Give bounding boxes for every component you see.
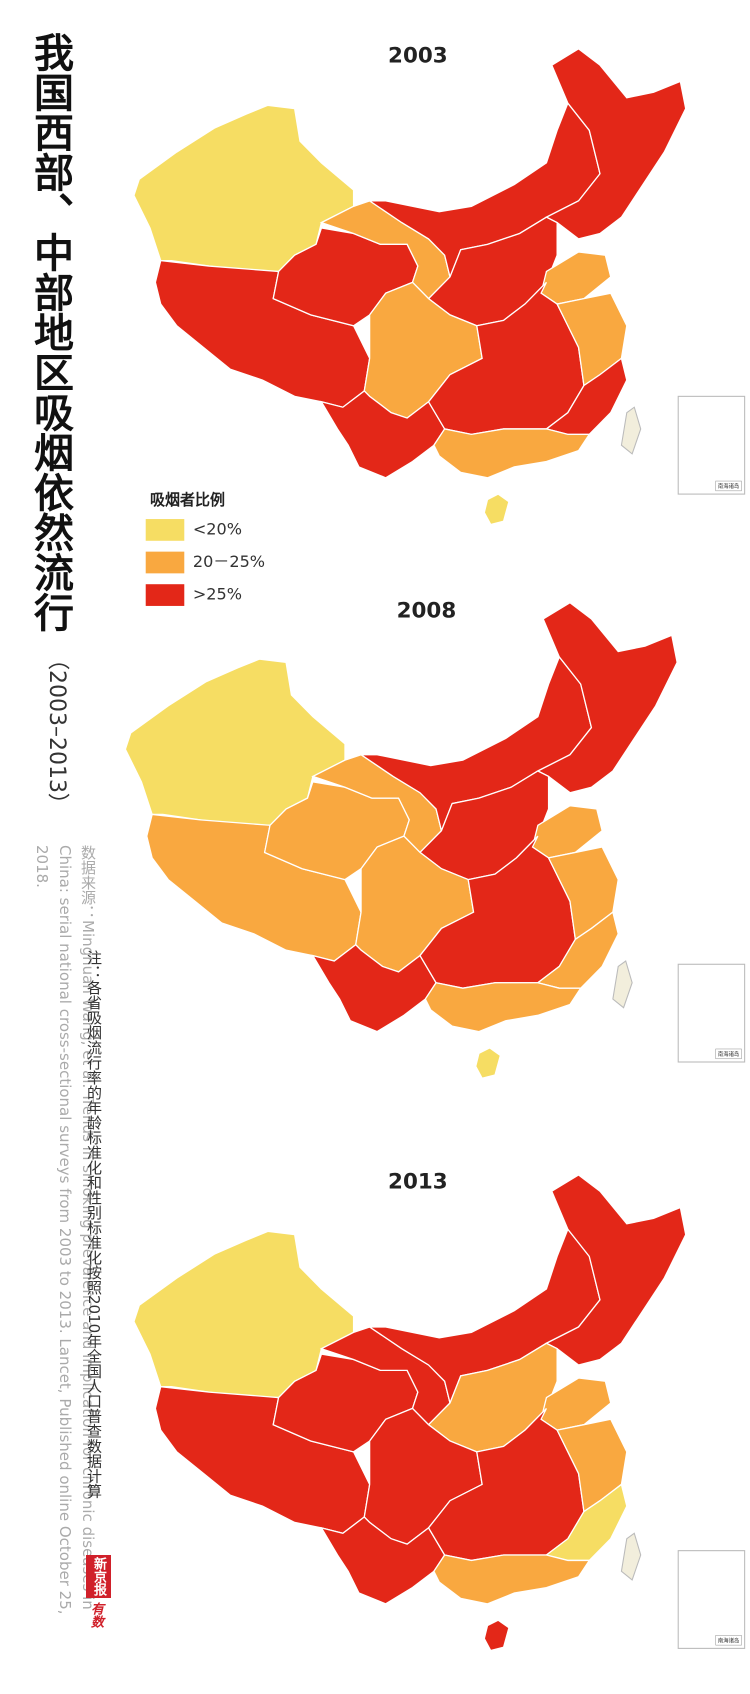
legend-swatch bbox=[145, 584, 185, 606]
province bbox=[544, 48, 687, 240]
source: 数据来源：Minghuan Wang, et al. Trends in smo… bbox=[33, 845, 97, 1615]
province bbox=[544, 1483, 628, 1562]
inset-label-box bbox=[715, 480, 742, 492]
note: 注：各省吸烟流行率的年龄标准化和性别标准化按照2010年全国人口普查数据计算 bbox=[85, 950, 103, 1499]
province bbox=[536, 911, 619, 989]
title: 我国西部、中部地区吸烟依然流行 bbox=[27, 32, 73, 632]
province bbox=[544, 357, 628, 436]
legend-swatch bbox=[145, 519, 185, 541]
logo-product: 有数 bbox=[88, 1602, 103, 1628]
inset-label: 南海诸岛 bbox=[718, 1050, 739, 1058]
china-map bbox=[133, 1174, 687, 1652]
inset-label: 南海诸岛 bbox=[718, 1636, 739, 1644]
legend-label: >25% bbox=[193, 585, 242, 604]
map-year: 2003 bbox=[388, 43, 448, 68]
inset-label-box bbox=[715, 1048, 742, 1060]
logo: 新京报 有数 bbox=[86, 1555, 111, 1628]
taiwan bbox=[612, 960, 633, 1009]
logo-brand: 新京报 bbox=[86, 1555, 111, 1598]
inset bbox=[677, 963, 746, 1063]
province bbox=[475, 1047, 502, 1080]
inset bbox=[677, 1550, 746, 1649]
inset-label-box bbox=[715, 1635, 742, 1646]
province bbox=[483, 1619, 510, 1652]
province bbox=[433, 1554, 591, 1605]
taiwan bbox=[620, 406, 642, 455]
province bbox=[536, 601, 678, 794]
legend-swatch bbox=[145, 551, 185, 574]
china-map bbox=[133, 48, 687, 526]
taiwan bbox=[620, 1532, 642, 1581]
china-map bbox=[124, 601, 678, 1080]
subtitle: （2003–2013） bbox=[44, 648, 69, 815]
legend-label: 20－25% bbox=[193, 552, 265, 571]
legend-title: 吸烟者比例 bbox=[150, 491, 225, 509]
map-year: 2013 bbox=[388, 1169, 448, 1194]
province bbox=[424, 982, 582, 1033]
province bbox=[544, 1174, 687, 1366]
map-year: 2008 bbox=[397, 598, 457, 623]
legend-label: <20% bbox=[193, 519, 242, 538]
province bbox=[433, 428, 591, 479]
province bbox=[483, 493, 510, 526]
inset-label: 南海诸岛 bbox=[718, 482, 739, 490]
inset bbox=[677, 395, 746, 495]
